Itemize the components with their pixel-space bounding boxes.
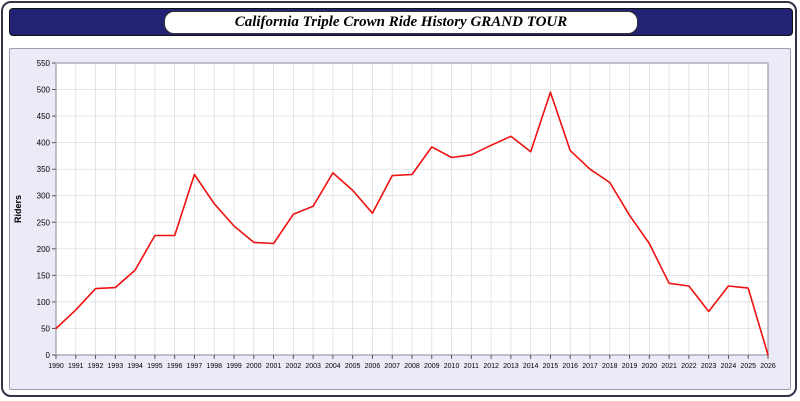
x-tick-label: 2025 [740,363,756,370]
x-tick-label: 2023 [701,363,717,370]
x-tick-label: 1997 [187,363,203,370]
x-tick-label: 2017 [582,363,598,370]
x-tick-label: 1992 [88,363,104,370]
x-tick-label: 2016 [562,363,578,370]
x-tick-label: 1991 [68,363,84,370]
chart-title: California Triple Crown Ride History GRA… [163,10,639,34]
x-tick-label: 2002 [286,363,302,370]
x-tick-label: 2019 [622,363,638,370]
x-tick-label: 1995 [147,363,163,370]
x-tick-label: 1993 [108,363,124,370]
x-tick-label: 2015 [543,363,559,370]
y-tick-label: 300 [37,192,51,201]
x-tick-label: 2005 [345,363,361,370]
x-tick-label: 1996 [167,363,183,370]
x-tick-label: 2000 [246,363,262,370]
y-tick-label: 100 [37,298,51,307]
x-tick-label: 2008 [404,363,420,370]
x-tick-label: 2018 [602,363,618,370]
x-tick-label: 2021 [661,363,677,370]
y-tick-label: 0 [46,351,51,360]
y-tick-label: 400 [37,139,51,148]
x-tick-label: 2006 [365,363,381,370]
riders-line-chart: 0 50 100 150 200 250 300 350 400 450 500 550 1990 199… [13,59,776,370]
x-tick-label: 2024 [721,363,737,370]
x-tick-label: 2007 [384,363,400,370]
riders-series-line [55,91,769,356]
x-tick-label: 2009 [424,363,440,370]
x-tick-label: 1998 [206,363,222,370]
y-axis-title: Riders [13,195,23,223]
x-tick-label: 2004 [325,363,341,370]
y-tick-label: 150 [37,271,51,280]
x-tick-label: 1999 [226,363,242,370]
y-tick-label: 250 [37,218,51,227]
y-tick-label: 450 [37,112,51,121]
x-tick-label: 2003 [305,363,321,370]
x-tick-label: 2020 [642,363,658,370]
chart-panel: 0 50 100 150 200 250 300 350 400 450 500 550 1990 199… [9,48,791,390]
x-tick-label: 2011 [464,363,479,370]
x-tick-label: 2012 [483,363,499,370]
x-tick-label: 2022 [681,363,697,370]
x-tick-label: 1990 [48,363,64,370]
y-tick-label: 200 [37,245,51,254]
y-tick-label: 550 [37,59,51,68]
title-bar: California Triple Crown Ride History GRA… [9,8,793,36]
x-tick-label: 2026 [760,363,776,370]
x-tick-label: 1994 [127,363,143,370]
x-tick-label: 2013 [503,363,519,370]
y-tick-label: 350 [37,165,51,174]
x-tick-label: 2010 [444,363,460,370]
x-tick-label: 2001 [266,363,282,370]
y-tick-label: 500 [37,86,51,95]
x-tick-label: 2014 [523,363,539,370]
y-tick-label: 50 [41,324,50,333]
